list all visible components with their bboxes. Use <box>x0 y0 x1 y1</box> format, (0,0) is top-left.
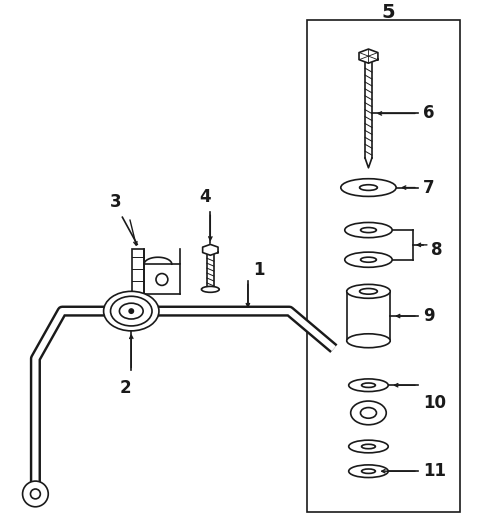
Ellipse shape <box>110 296 152 326</box>
Ellipse shape <box>361 383 375 388</box>
Text: 4: 4 <box>200 188 211 207</box>
Circle shape <box>22 481 48 507</box>
Ellipse shape <box>349 379 388 392</box>
Ellipse shape <box>361 469 375 473</box>
Ellipse shape <box>345 222 392 237</box>
Bar <box>307 19 460 511</box>
Ellipse shape <box>341 179 396 197</box>
Polygon shape <box>359 49 378 63</box>
Polygon shape <box>203 244 218 255</box>
Bar <box>132 249 144 294</box>
Ellipse shape <box>349 440 388 453</box>
Ellipse shape <box>104 291 159 331</box>
Ellipse shape <box>359 289 377 294</box>
Text: 9: 9 <box>423 307 435 325</box>
Text: 6: 6 <box>423 105 435 122</box>
Ellipse shape <box>347 334 390 348</box>
Circle shape <box>156 274 168 286</box>
Ellipse shape <box>201 287 219 292</box>
Text: 5: 5 <box>382 3 395 22</box>
Ellipse shape <box>359 185 377 190</box>
Circle shape <box>31 489 40 499</box>
Circle shape <box>128 308 134 314</box>
Ellipse shape <box>345 252 392 267</box>
Text: 2: 2 <box>120 379 131 397</box>
Text: 1: 1 <box>253 260 264 279</box>
Text: 10: 10 <box>423 394 446 412</box>
Ellipse shape <box>347 285 390 298</box>
Text: 7: 7 <box>423 178 435 197</box>
Text: 3: 3 <box>109 194 121 211</box>
Ellipse shape <box>349 465 388 477</box>
Ellipse shape <box>360 228 376 233</box>
Ellipse shape <box>120 303 143 319</box>
Ellipse shape <box>361 444 375 449</box>
Ellipse shape <box>360 257 376 262</box>
Text: 8: 8 <box>431 241 442 259</box>
Text: 11: 11 <box>423 462 446 480</box>
Ellipse shape <box>360 407 377 418</box>
Ellipse shape <box>351 401 386 425</box>
